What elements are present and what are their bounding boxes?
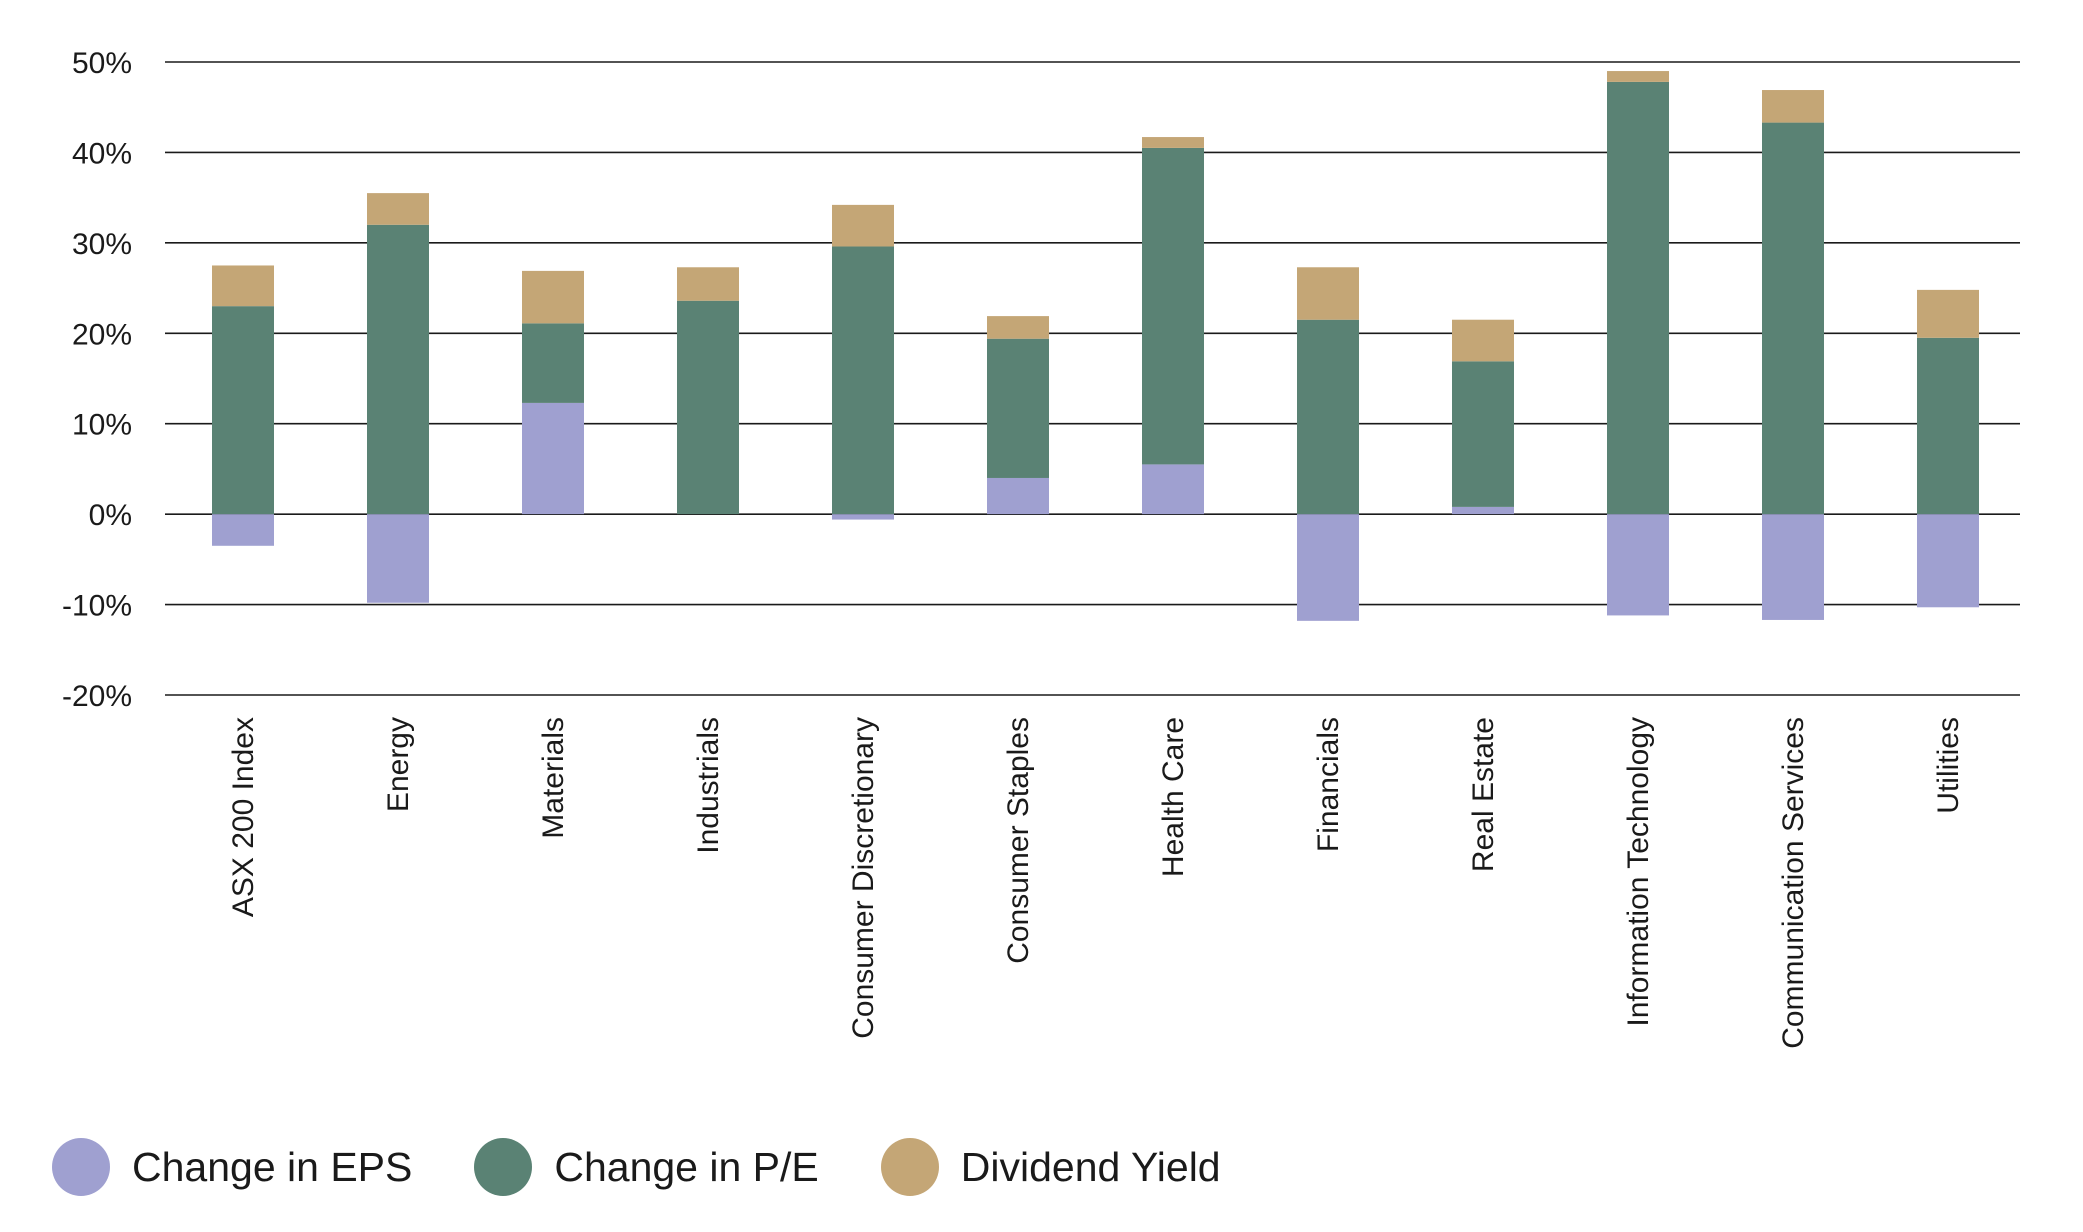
bar-segment-change-in-eps xyxy=(1297,514,1359,621)
legend-swatch-eps xyxy=(52,1138,110,1196)
bar-segment-change-in-p-e xyxy=(212,306,274,515)
legend: Change in EPS Change in P/E Dividend Yie… xyxy=(52,1138,1283,1196)
legend-label-dividend: Dividend Yield xyxy=(960,1143,1221,1190)
x-category-label: Information Technology xyxy=(1622,717,1655,1027)
legend-label-pe: Change in P/E xyxy=(554,1143,819,1190)
bar-segment-dividend-yield xyxy=(1917,289,1979,338)
bar-segment-change-in-eps xyxy=(987,477,1049,515)
legend-swatch-dividend xyxy=(880,1138,939,1196)
bar-segment-change-in-p-e xyxy=(522,323,584,403)
bar-segment-change-in-eps xyxy=(1142,464,1204,515)
y-tick-label: 30% xyxy=(72,228,132,261)
x-category-label: Health Care xyxy=(1157,717,1190,877)
bars xyxy=(212,71,1979,621)
bar-segment-change-in-eps xyxy=(1452,506,1514,515)
y-tick-label: -10% xyxy=(62,590,132,623)
x-category-label: Consumer Staples xyxy=(1002,717,1035,964)
bar-segment-dividend-yield xyxy=(1452,319,1514,362)
x-category-label: Industrials xyxy=(692,717,725,854)
bar-segment-change-in-eps xyxy=(1762,514,1824,620)
bar-segment-dividend-yield xyxy=(1762,90,1824,123)
bar-segment-dividend-yield xyxy=(677,267,739,301)
x-category-label: Energy xyxy=(382,717,415,812)
y-tick-label: 20% xyxy=(72,318,132,351)
bar-segment-dividend-yield xyxy=(522,270,584,324)
y-tick-label: 40% xyxy=(72,137,132,170)
bar-segment-change-in-p-e xyxy=(987,338,1049,478)
bar-segment-change-in-p-e xyxy=(677,300,739,515)
bar-segment-change-in-eps xyxy=(1607,514,1669,616)
gridlines xyxy=(165,61,2020,696)
bar-segment-dividend-yield xyxy=(1142,137,1204,148)
legend-item-eps: Change in EPS xyxy=(52,1138,412,1196)
legend-item-pe: Change in P/E xyxy=(474,1138,819,1196)
x-category-label: Financials xyxy=(1312,717,1345,852)
legend-item-dividend: Dividend Yield xyxy=(880,1138,1221,1196)
bar-segment-change-in-eps xyxy=(832,514,894,520)
legend-swatch-pe xyxy=(474,1138,533,1196)
bar-segment-change-in-eps xyxy=(1917,514,1979,608)
y-tick-label: 0% xyxy=(89,499,132,532)
bar-segment-dividend-yield xyxy=(987,316,1049,339)
bar-segment-change-in-p-e xyxy=(1297,319,1359,515)
y-tick-label: 10% xyxy=(72,409,132,442)
x-category-label: Consumer Discretionary xyxy=(847,717,880,1039)
bar-segment-change-in-eps xyxy=(212,514,274,546)
bar-segment-change-in-eps xyxy=(522,402,584,515)
x-category-label: Real Estate xyxy=(1467,717,1500,872)
bar-segment-dividend-yield xyxy=(832,204,894,247)
y-tick-label: 50% xyxy=(72,47,132,80)
bar-segment-dividend-yield xyxy=(212,265,274,307)
bar-segment-change-in-p-e xyxy=(1142,147,1204,465)
bar-segment-change-in-p-e xyxy=(1452,361,1514,507)
x-category-label: Materials xyxy=(537,717,570,839)
x-category-label: Communication Services xyxy=(1777,717,1810,1049)
bar-segment-change-in-p-e xyxy=(1762,122,1824,515)
x-category-label: ASX 200 Index xyxy=(227,717,260,917)
bar-segment-change-in-eps xyxy=(367,514,429,603)
legend-label-eps: Change in EPS xyxy=(132,1143,413,1190)
bar-segment-change-in-p-e xyxy=(832,246,894,515)
bar-segment-change-in-p-e xyxy=(1607,81,1669,515)
y-axis-ticks: -20% -10% 0% 10% 20% 30% 40% 50% xyxy=(62,47,132,713)
x-axis-categories: ASX 200 Index Energy Materials Industrials C… xyxy=(227,717,1965,1049)
y-tick-label: -20% xyxy=(62,680,132,713)
bar-segment-dividend-yield xyxy=(367,193,429,225)
bar-segment-change-in-p-e xyxy=(367,224,429,515)
x-category-label: Utilities xyxy=(1932,717,1965,814)
bar-segment-change-in-p-e xyxy=(1917,337,1979,515)
bar-segment-dividend-yield xyxy=(1297,267,1359,320)
bar-segment-dividend-yield xyxy=(1607,71,1669,82)
